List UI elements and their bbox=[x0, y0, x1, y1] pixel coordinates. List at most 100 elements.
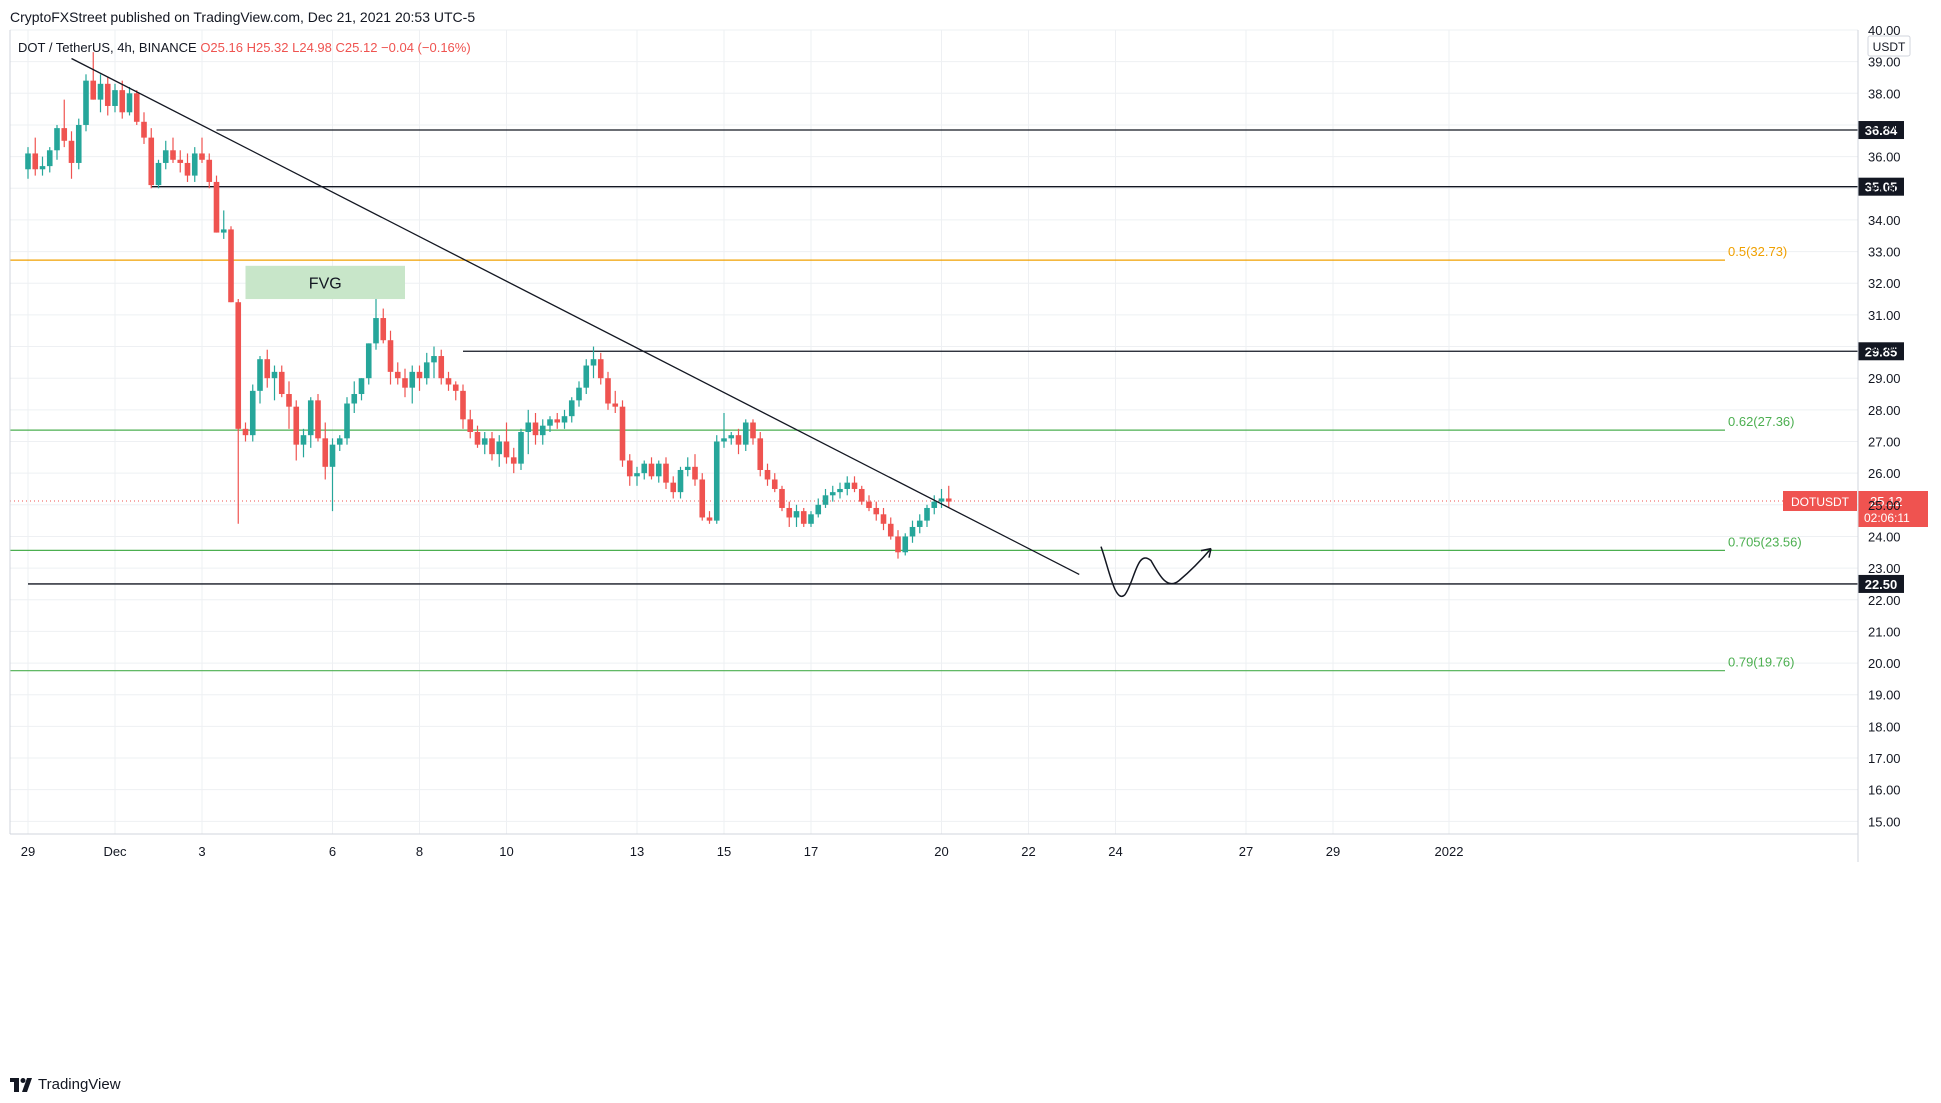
candle-down bbox=[887, 523, 894, 537]
y-tick-label: 32.00 bbox=[1868, 276, 1901, 291]
candle-up bbox=[518, 432, 524, 464]
x-tick-label: 17 bbox=[804, 844, 818, 859]
tradingview-icon bbox=[10, 1077, 32, 1092]
publisher-line: CryptoFXStreet published on TradingView.… bbox=[10, 9, 476, 25]
candle-down bbox=[460, 390, 466, 420]
candle-down bbox=[474, 432, 481, 445]
candle-down bbox=[402, 378, 408, 388]
candle-up bbox=[938, 498, 945, 502]
candle-up bbox=[721, 438, 727, 442]
candle-down bbox=[619, 406, 626, 461]
level-tag-text: 29.85 bbox=[1865, 344, 1898, 359]
candle-up bbox=[547, 419, 553, 426]
candle-down bbox=[148, 137, 155, 186]
candle-up bbox=[822, 495, 829, 505]
candle-down bbox=[612, 403, 619, 407]
candle-up bbox=[83, 80, 89, 125]
candle-up bbox=[583, 365, 590, 388]
candle-up bbox=[307, 400, 314, 436]
legend-part: L24.98 bbox=[292, 40, 335, 55]
x-tick-label: Dec bbox=[103, 844, 127, 859]
candle-up bbox=[539, 425, 546, 436]
candle-down bbox=[264, 359, 271, 379]
brand-text: TradingView bbox=[38, 1076, 121, 1093]
candle-down bbox=[438, 356, 445, 379]
candle-up bbox=[373, 318, 379, 344]
candle-down bbox=[692, 466, 698, 480]
x-tick-label: 22 bbox=[1021, 844, 1035, 859]
tradingview-logo[interactable]: TradingView bbox=[10, 1076, 121, 1093]
candle-up bbox=[431, 356, 437, 363]
candle-up bbox=[155, 162, 162, 186]
candle-up bbox=[365, 343, 372, 379]
candle-up bbox=[634, 473, 640, 477]
candle-up bbox=[829, 492, 836, 496]
y-tick-label: 21.00 bbox=[1868, 624, 1901, 639]
candle-up bbox=[358, 378, 365, 395]
y-tick-label: 23.00 bbox=[1868, 561, 1901, 576]
x-tick-label: 8 bbox=[416, 844, 423, 859]
candle-up bbox=[257, 359, 263, 391]
x-tick-label: 10 bbox=[499, 844, 513, 859]
projection-path bbox=[1100, 546, 1212, 598]
candle-up bbox=[576, 387, 582, 401]
candle-up bbox=[300, 435, 307, 445]
candle-down bbox=[133, 93, 140, 122]
symbol-tag bbox=[1783, 491, 1857, 512]
candle-up bbox=[902, 536, 909, 553]
candle-down bbox=[467, 419, 474, 432]
overlays: DOTUSDT 25.12 02:06:11 bbox=[71, 57, 1928, 598]
candle-up bbox=[713, 441, 720, 521]
candle-down bbox=[532, 422, 539, 436]
candle-up bbox=[126, 93, 133, 113]
candle-up bbox=[909, 526, 916, 537]
candle-up bbox=[496, 441, 503, 455]
candle-up bbox=[329, 444, 336, 467]
candle-down bbox=[286, 394, 292, 407]
candle-down bbox=[750, 422, 756, 439]
level-tag-text: 22.50 bbox=[1865, 577, 1898, 592]
y-tick-label: 24.00 bbox=[1868, 529, 1901, 544]
candle-down bbox=[800, 511, 807, 524]
candle-down bbox=[851, 482, 858, 489]
candle-down bbox=[387, 340, 394, 372]
x-tick-label: 2022 bbox=[1435, 844, 1464, 859]
y-tick-label: 31.00 bbox=[1868, 308, 1901, 323]
candle-down bbox=[858, 488, 865, 502]
candle-down bbox=[895, 536, 901, 553]
y-tick-label: 16.00 bbox=[1868, 783, 1901, 798]
y-tick-label: 29.00 bbox=[1868, 371, 1901, 386]
fvg-zone: FVG bbox=[245, 265, 405, 300]
candle-down bbox=[315, 400, 321, 439]
level-tag bbox=[1858, 574, 1904, 593]
candles bbox=[25, 52, 952, 559]
y-tick-label: 34.00 bbox=[1868, 213, 1901, 228]
candle-down bbox=[242, 428, 249, 436]
fib-label: 0.79(19.76) bbox=[1728, 655, 1795, 670]
y-tick-label: 15.00 bbox=[1868, 814, 1901, 829]
x-tick-label: 24 bbox=[1108, 844, 1122, 859]
y-tick-label: 36.00 bbox=[1868, 150, 1901, 165]
fib-label: 0.62(27.36) bbox=[1728, 414, 1795, 429]
candle-down bbox=[104, 83, 111, 106]
candle-up bbox=[54, 128, 60, 151]
candle-down bbox=[32, 153, 39, 170]
y-tick-label: 19.00 bbox=[1868, 688, 1901, 703]
candle-up bbox=[916, 520, 923, 527]
candle-up bbox=[808, 514, 814, 524]
candle-down bbox=[503, 441, 510, 458]
y-tick-label: 22.00 bbox=[1868, 593, 1901, 608]
candle-up bbox=[423, 362, 430, 379]
legend-part: C25.12 bbox=[336, 40, 382, 55]
y-tick-label: 40.00 bbox=[1868, 23, 1901, 38]
candle-down bbox=[213, 181, 220, 233]
candle-down bbox=[880, 514, 887, 524]
candle-down bbox=[119, 90, 126, 113]
candle-down bbox=[394, 371, 401, 379]
level-tag bbox=[1858, 177, 1904, 196]
candle-down bbox=[452, 384, 459, 391]
candle-down bbox=[322, 438, 329, 467]
candle-up bbox=[162, 150, 169, 163]
y-tick-label: 18.00 bbox=[1868, 719, 1901, 734]
